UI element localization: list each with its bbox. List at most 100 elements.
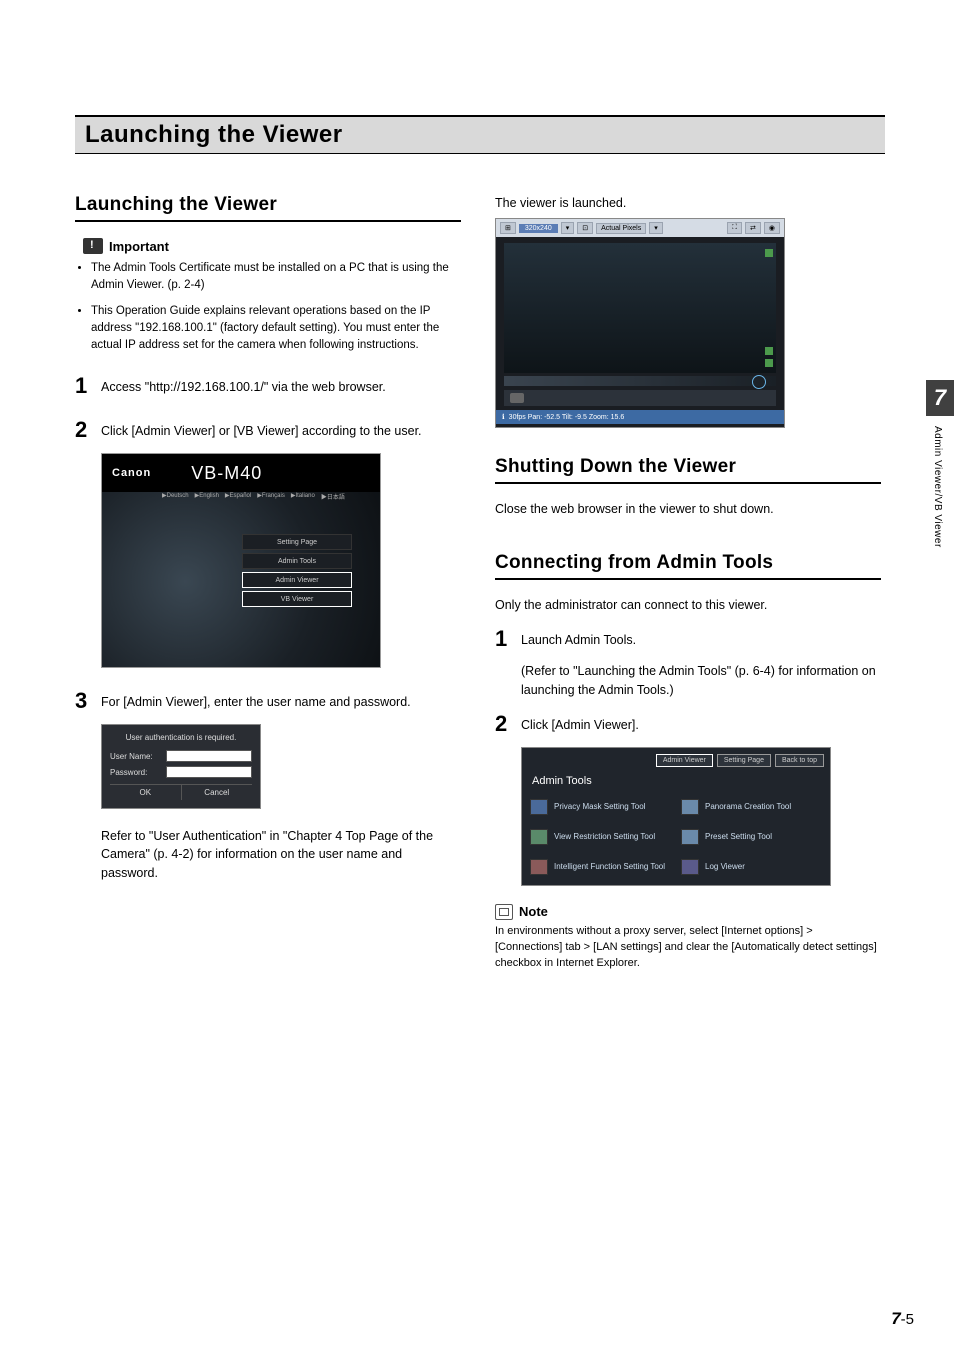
admin-tools-screenshot: Admin Viewer Setting Page Back to top Ad… xyxy=(521,747,831,886)
shutdown-text: Close the web browser in the viewer to s… xyxy=(495,500,881,518)
lang-link[interactable]: ▶日本語 xyxy=(321,492,345,501)
step-text: Click [Admin Viewer]. xyxy=(521,713,639,735)
section-heading-launching: Launching the Viewer xyxy=(75,194,461,222)
step-text: Access "http://192.168.100.1/" via the w… xyxy=(101,375,386,397)
lang-link[interactable]: ▶Italiano xyxy=(291,492,315,501)
pixels-dropdown-icon[interactable]: ▾ xyxy=(649,222,663,234)
lang-link[interactable]: ▶Français xyxy=(257,492,285,501)
main-title: Launching the Viewer xyxy=(85,121,875,149)
model-label: VB-M40 xyxy=(191,463,262,484)
left-column: Launching the Viewer Important The Admin… xyxy=(75,194,461,971)
step-text: For [Admin Viewer], enter the user name … xyxy=(101,690,411,712)
control-dot[interactable] xyxy=(765,359,773,367)
note-header: Note xyxy=(495,904,881,920)
language-links: ▶Deutsch ▶English ▶Español ▶Français ▶It… xyxy=(162,492,345,501)
tool-icon xyxy=(530,829,548,845)
two-column-layout: Launching the Viewer Important The Admin… xyxy=(75,194,885,971)
lang-link[interactable]: ▶Español xyxy=(225,492,251,501)
admin-tools-top-links: Admin Viewer Setting Page Back to top xyxy=(528,754,824,767)
ok-button[interactable]: OK xyxy=(110,785,182,800)
tool-icon xyxy=(681,799,699,815)
step-row: 2 Click [Admin Viewer]. xyxy=(495,713,881,735)
video-area[interactable] xyxy=(504,243,776,373)
size-select[interactable]: 320x240 xyxy=(519,224,558,233)
control-dot[interactable] xyxy=(765,347,773,355)
username-field[interactable] xyxy=(166,750,252,762)
important-icon xyxy=(83,238,103,254)
info-icon: ℹ xyxy=(502,413,505,421)
section-heading-connecting: Connecting from Admin Tools xyxy=(495,552,881,580)
admin-viewer-link[interactable]: Admin Viewer xyxy=(656,754,713,767)
privacy-mask-tool[interactable]: Privacy Mask Setting Tool xyxy=(528,795,673,819)
info-icon[interactable]: ◉ xyxy=(764,222,780,234)
size-icon[interactable]: ⊞ xyxy=(500,222,516,234)
auth-dialog-title: User authentication is required. xyxy=(110,733,252,742)
vb-viewer-button[interactable]: VB Viewer xyxy=(242,591,352,607)
lang-link[interactable]: ▶English xyxy=(195,492,219,501)
setting-page-link[interactable]: Setting Page xyxy=(717,754,771,767)
setting-page-button[interactable]: Setting Page xyxy=(242,534,352,550)
page-content: Launching the Viewer Launching the Viewe… xyxy=(75,115,885,971)
step-row: 1 Access "http://192.168.100.1/" via the… xyxy=(75,375,461,397)
note-icon xyxy=(495,904,513,920)
important-label: Important xyxy=(109,239,169,254)
page-number: 7-5 xyxy=(891,1309,914,1329)
password-label: Password: xyxy=(110,768,160,777)
size-dropdown-icon[interactable]: ▾ xyxy=(561,222,575,234)
bullet-item: The Admin Tools Certificate must be inst… xyxy=(91,260,461,293)
log-viewer-tool[interactable]: Log Viewer xyxy=(679,855,824,879)
chapter-side-tab: 7 Admin Viewer/VB Viewer xyxy=(926,380,954,548)
main-title-bar: Launching the Viewer xyxy=(75,115,885,154)
control-dot[interactable] xyxy=(765,249,773,257)
tool-icon xyxy=(681,829,699,845)
back-to-top-link[interactable]: Back to top xyxy=(775,754,824,767)
step-row: 1 Launch Admin Tools. xyxy=(495,628,881,650)
viewer-screenshot: ⊞ 320x240 ▾ ⊡ Actual Pixels ▾ ⛶ ⇄ ◉ xyxy=(495,218,785,428)
preset-setting-tool[interactable]: Preset Setting Tool xyxy=(679,825,824,849)
password-field[interactable] xyxy=(166,766,252,778)
step1-sub-text: (Refer to "Launching the Admin Tools" (p… xyxy=(521,662,881,698)
step-row: 3 For [Admin Viewer], enter the user nam… xyxy=(75,690,461,712)
admin-tools-button[interactable]: Admin Tools xyxy=(242,553,352,569)
view-restriction-tool[interactable]: View Restriction Setting Tool xyxy=(528,825,673,849)
note-text: In environments without a proxy server, … xyxy=(495,924,881,972)
camera-top-page-screenshot: Canon VB-M40 ▶Deutsch ▶English ▶Español … xyxy=(101,453,381,668)
bullet-item: This Operation Guide explains relevant o… xyxy=(91,303,461,353)
pan-strip[interactable] xyxy=(504,376,776,386)
auth-password-row: Password: xyxy=(110,766,252,778)
admin-viewer-button[interactable]: Admin Viewer xyxy=(242,572,352,588)
step-text: Launch Admin Tools. xyxy=(521,628,636,650)
right-column: The viewer is launched. ⊞ 320x240 ▾ ⊡ Ac… xyxy=(495,194,881,971)
auth-dialog-screenshot: User authentication is required. User Na… xyxy=(101,724,261,809)
lang-link[interactable]: ▶Deutsch xyxy=(162,492,189,501)
step-number: 1 xyxy=(495,628,511,650)
admin-tools-title: Admin Tools xyxy=(528,775,824,787)
camera-nav-buttons: Setting Page Admin Tools Admin Viewer VB… xyxy=(242,534,352,607)
connecting-text: Only the administrator can connect to th… xyxy=(495,596,881,614)
username-label: User Name: xyxy=(110,752,160,761)
panorama-tool[interactable]: Panorama Creation Tool xyxy=(679,795,824,819)
important-bullets: The Admin Tools Certificate must be inst… xyxy=(75,260,461,353)
auth-button-row: OK Cancel xyxy=(110,784,252,800)
page-number-sub: -5 xyxy=(901,1311,914,1328)
status-bar: ℹ 30fps Pan: -52.5 Tilt: -9.5 Zoom: 15.6 xyxy=(496,410,784,424)
step-row: 2 Click [Admin Viewer] or [VB Viewer] ac… xyxy=(75,419,461,441)
tool-icon xyxy=(530,859,548,875)
launched-text: The viewer is launched. xyxy=(495,194,881,212)
intelligent-function-tool[interactable]: Intelligent Function Setting Tool xyxy=(528,855,673,879)
pixels-label[interactable]: Actual Pixels xyxy=(596,223,646,234)
admin-tools-grid: Privacy Mask Setting Tool Panorama Creat… xyxy=(528,795,824,879)
reference-text: Refer to "User Authentication" in "Chapt… xyxy=(101,827,461,881)
video-side-controls xyxy=(764,249,774,367)
reconnect-icon[interactable]: ⇄ xyxy=(745,222,761,234)
step-number: 2 xyxy=(495,713,511,735)
status-text: 30fps Pan: -52.5 Tilt: -9.5 Zoom: 15.6 xyxy=(509,414,625,421)
important-header: Important xyxy=(75,238,461,254)
note-label: Note xyxy=(519,904,548,919)
chapter-number-box: 7 xyxy=(926,380,954,416)
bottom-control-bar[interactable] xyxy=(504,390,776,406)
fullscreen-icon[interactable]: ⛶ xyxy=(727,222,742,234)
pixels-icon[interactable]: ⊡ xyxy=(577,222,593,234)
cancel-button[interactable]: Cancel xyxy=(182,785,253,800)
step-text: Click [Admin Viewer] or [VB Viewer] acco… xyxy=(101,419,422,441)
